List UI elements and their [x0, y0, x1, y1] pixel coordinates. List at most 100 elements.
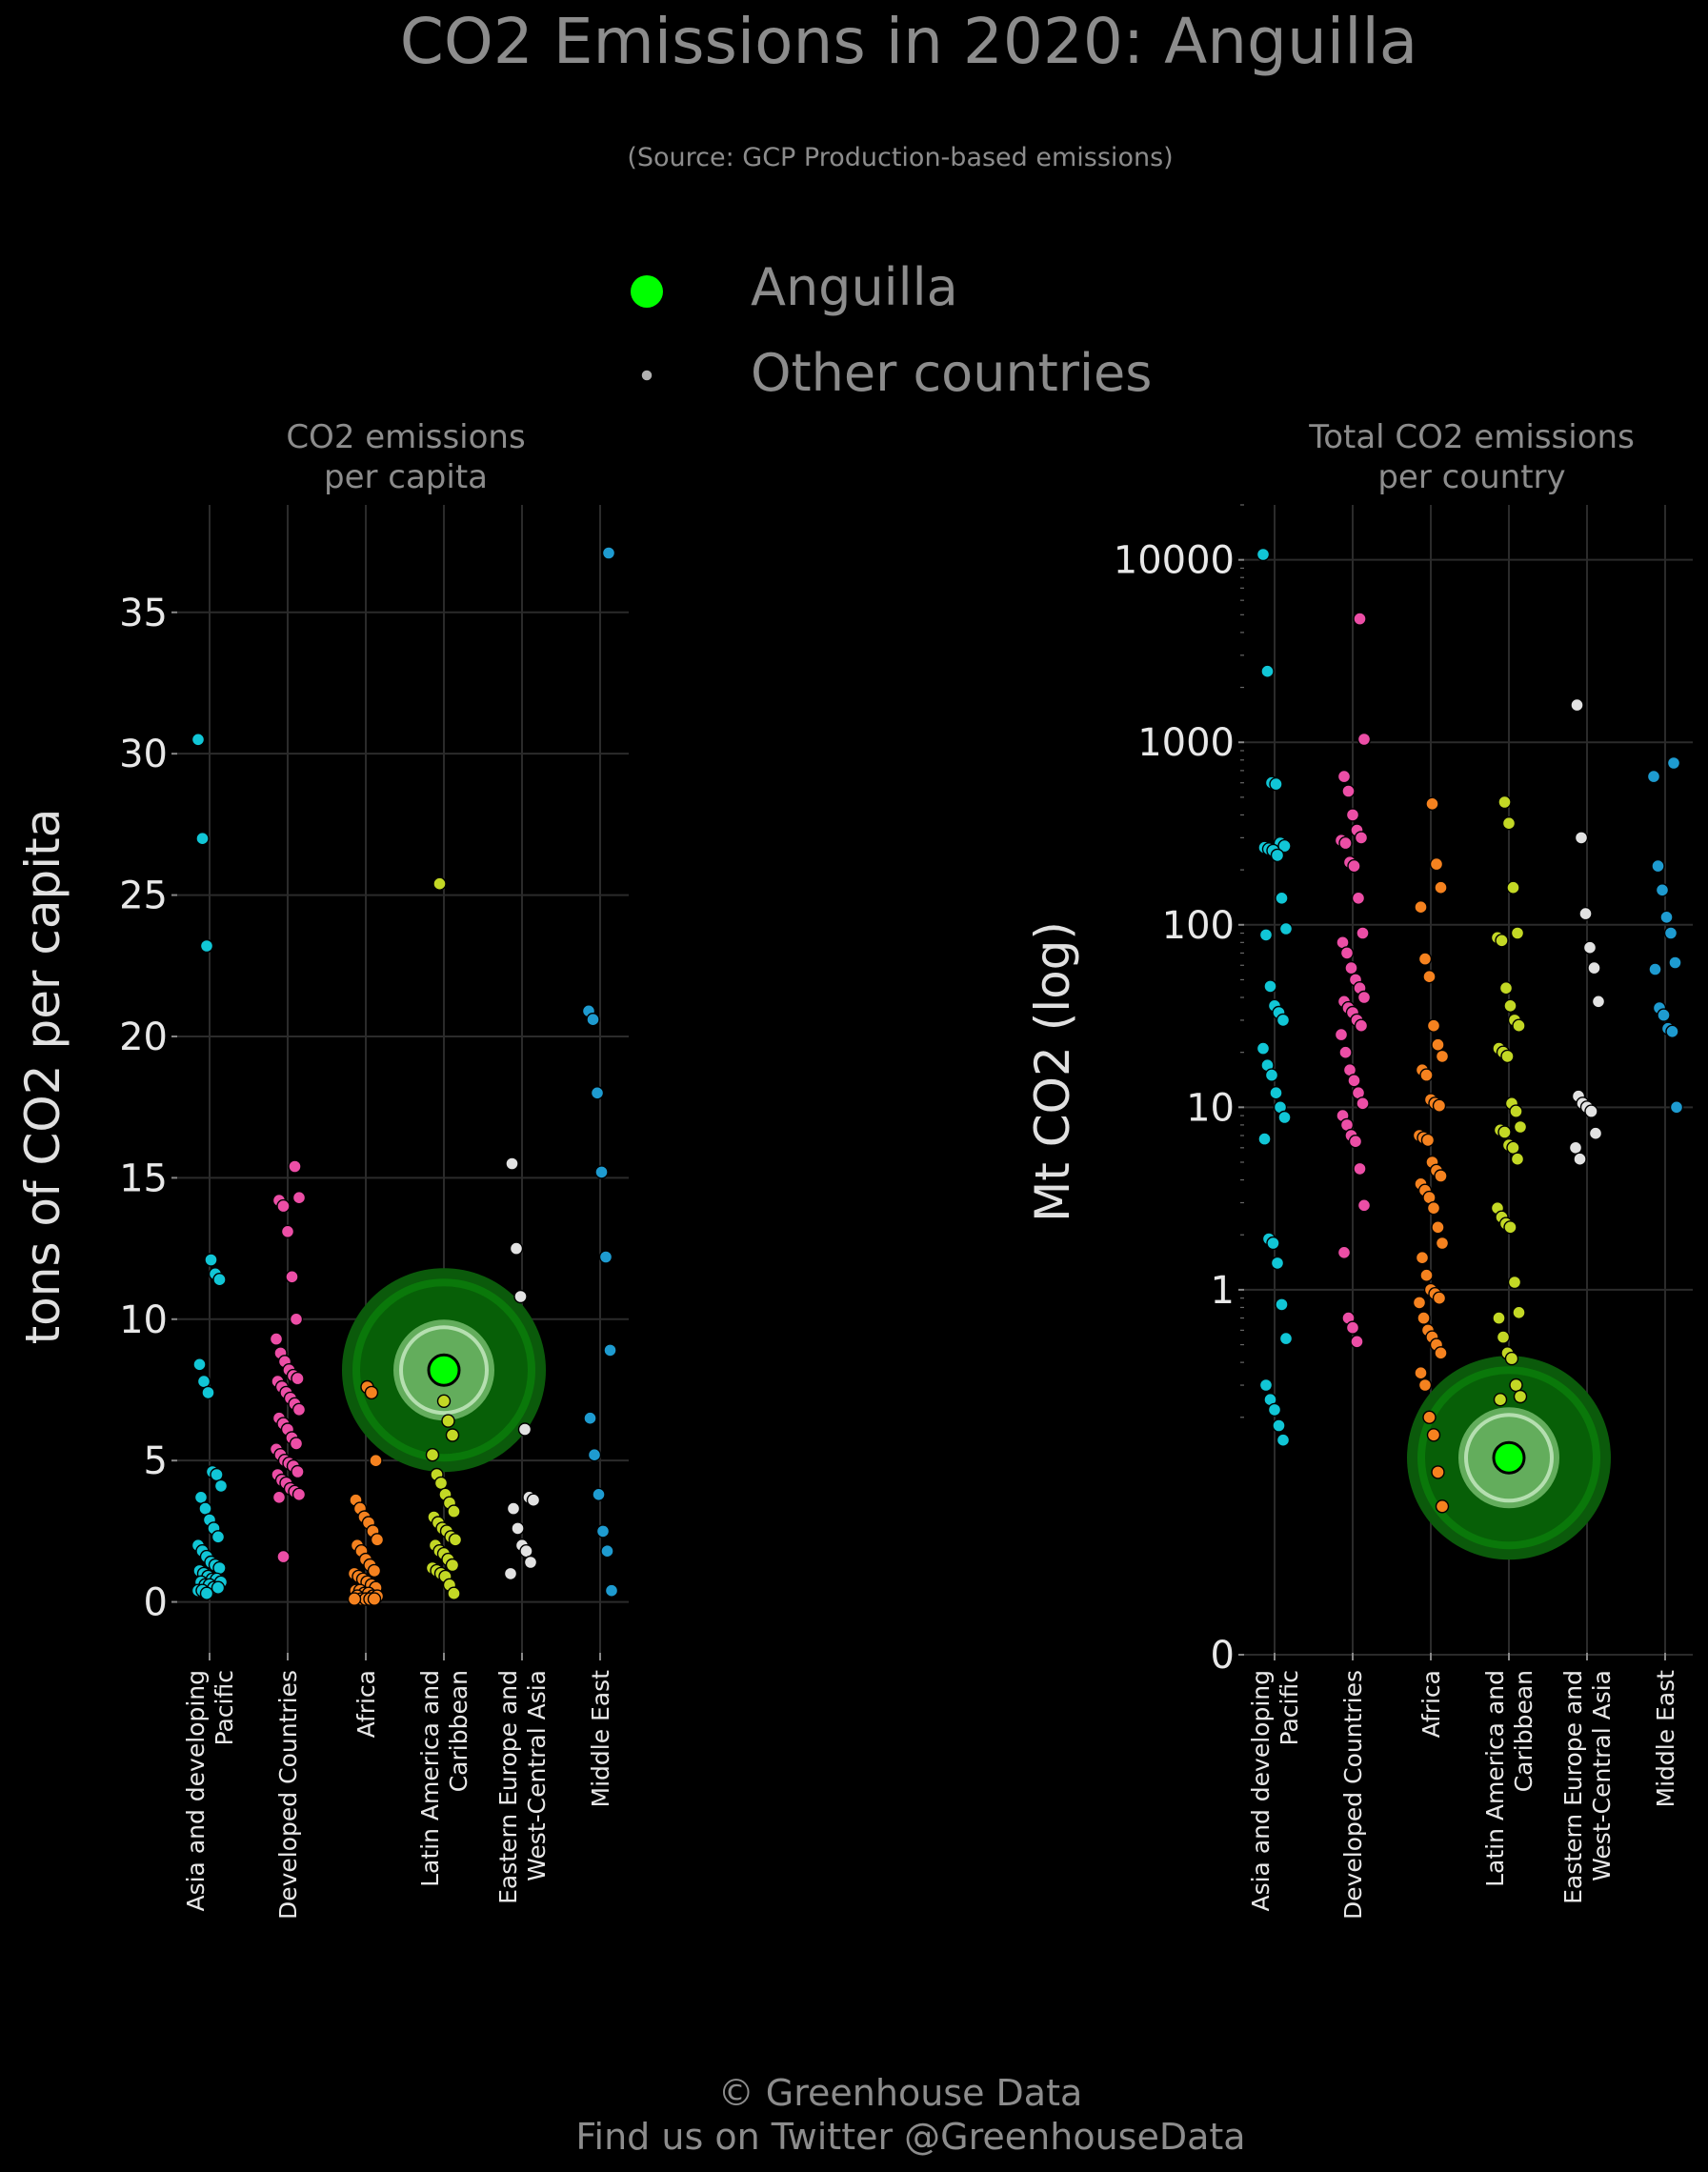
point-africa: [1434, 1346, 1448, 1360]
point-asia-and-developing-pacific: [1256, 1041, 1271, 1056]
point-africa: [1426, 1200, 1441, 1216]
point-eastern-europe-and-west-central-asia: [1591, 995, 1606, 1009]
legend-others-marker: [640, 369, 653, 382]
point-africa: [1422, 969, 1437, 984]
point-developed-countries: [1345, 1320, 1360, 1335]
point-africa: [1417, 1378, 1433, 1393]
point-africa: [1417, 952, 1433, 966]
point-developed-countries: [1356, 926, 1370, 940]
point-middle-east: [1648, 962, 1662, 976]
point-developed-countries: [291, 1487, 307, 1502]
point-asia-and-developing-pacific: [1270, 1256, 1285, 1271]
point-developed-countries: [1338, 835, 1353, 851]
chart-title: CO2 Emissions in 2020: Anguilla: [400, 5, 1418, 78]
point-developed-countries: [1354, 1018, 1369, 1033]
point-asia-and-developing-pacific: [1272, 1418, 1286, 1433]
point-eastern-europe-and-west-central-asia: [1584, 1104, 1598, 1118]
point-middle-east: [590, 1086, 605, 1100]
x-category-label: Caribbean: [445, 1670, 472, 1792]
point-developed-countries: [1351, 891, 1366, 905]
point-asia-and-developing-pacific: [1269, 776, 1283, 792]
point-latin-america-and-caribbean: [1510, 1152, 1525, 1166]
point-developed-countries: [1334, 1027, 1349, 1042]
point-developed-countries: [1347, 858, 1361, 874]
point-latin-america-and-caribbean: [432, 876, 447, 891]
point-asia-and-developing-pacific: [1260, 664, 1275, 678]
point-developed-countries: [1356, 1198, 1372, 1213]
point-latin-america-and-caribbean: [425, 1447, 440, 1462]
point-middle-east: [1646, 769, 1661, 784]
x-category-label: West-Central Asia: [1588, 1670, 1616, 1881]
point-latin-america-and-caribbean: [1503, 998, 1517, 1014]
point-asia-and-developing-pacific: [1276, 1433, 1291, 1447]
point-developed-countries: [1345, 808, 1360, 822]
x-category-label: Pacific: [1276, 1670, 1303, 1745]
point-africa: [369, 1453, 383, 1468]
x-category-label: West-Central Asia: [523, 1670, 551, 1881]
point-asia-and-developing-pacific: [195, 832, 210, 846]
x-category-label: Latin America and: [416, 1670, 444, 1887]
point-asia-and-developing-pacific: [201, 1385, 215, 1400]
point-latin-america-and-caribbean: [1498, 980, 1514, 996]
x-category-label: Middle East: [587, 1670, 614, 1808]
point-developed-countries: [276, 1549, 291, 1564]
point-asia-and-developing-pacific: [199, 1586, 214, 1600]
point-eastern-europe-and-west-central-asia: [1573, 1152, 1587, 1166]
highlight-point-anguilla: [1492, 1440, 1526, 1475]
point-latin-america-and-caribbean: [1512, 1305, 1526, 1320]
point-developed-countries: [280, 1224, 295, 1239]
point-africa: [1412, 1296, 1427, 1310]
point-asia-and-developing-pacific: [1267, 1402, 1282, 1418]
x-category-label: Latin America and: [1481, 1670, 1509, 1887]
point-middle-east: [1663, 926, 1678, 940]
point-middle-east: [1657, 1008, 1671, 1022]
point-developed-countries: [291, 1371, 305, 1386]
point-africa: [1414, 900, 1428, 915]
y-tick-label: 20: [119, 1016, 168, 1059]
y-tick-label: 1000: [1137, 721, 1235, 765]
point-developed-countries: [285, 1270, 299, 1284]
point-eastern-europe-and-west-central-asia: [517, 1422, 532, 1437]
point-africa: [1419, 1068, 1434, 1082]
point-eastern-europe-and-west-central-asia: [1574, 831, 1589, 845]
point-middle-east: [1668, 955, 1682, 970]
point-asia-and-developing-pacific: [1275, 1297, 1289, 1312]
point-asia-and-developing-pacific: [1258, 1378, 1274, 1393]
point-developed-countries: [291, 1402, 307, 1418]
point-asia-and-developing-pacific: [1270, 848, 1285, 863]
y-tick-label: 35: [119, 592, 168, 635]
point-africa: [1431, 1220, 1445, 1235]
point-eastern-europe-and-west-central-asia: [1588, 1126, 1603, 1140]
x-category-label: Eastern Europe and: [1559, 1670, 1587, 1904]
point-latin-america-and-caribbean: [1512, 1018, 1526, 1033]
point-developed-countries: [1356, 990, 1372, 1005]
point-latin-america-and-caribbean: [448, 1533, 463, 1547]
point-asia-and-developing-pacific: [199, 938, 214, 954]
point-developed-countries: [1348, 1134, 1363, 1149]
y-tick-label: 10000: [1114, 539, 1235, 583]
x-category-label: Pacific: [211, 1670, 238, 1745]
legend: Anguilla Other countries: [631, 257, 1152, 403]
footer-twitter: Find us on Twitter @GreenhouseData: [575, 2116, 1245, 2158]
point-asia-and-developing-pacific: [1269, 1085, 1283, 1100]
highlight-point-anguilla: [427, 1353, 461, 1387]
point-latin-america-and-caribbean: [1509, 1378, 1523, 1393]
point-middle-east: [587, 1447, 602, 1462]
point-developed-countries: [288, 1159, 302, 1174]
point-africa: [367, 1592, 382, 1606]
x-category-label: Asia and developing: [1247, 1670, 1275, 1912]
point-africa: [1426, 1018, 1441, 1033]
point-middle-east: [601, 546, 616, 560]
x-category-label: Developed Countries: [274, 1670, 302, 1920]
point-developed-countries: [271, 1490, 287, 1505]
point-developed-countries: [276, 1198, 291, 1214]
point-asia-and-developing-pacific: [1264, 1068, 1279, 1082]
panel-title-line: per capita: [324, 458, 488, 496]
point-asia-and-developing-pacific: [1277, 1110, 1292, 1125]
point-eastern-europe-and-west-central-asia: [519, 1543, 533, 1559]
y-tick-label: 10: [119, 1298, 168, 1342]
footer-copyright: © Greenhouse Data: [718, 2072, 1083, 2114]
point-asia-and-developing-pacific: [1276, 1013, 1291, 1028]
point-asia-and-developing-pacific: [192, 1358, 207, 1372]
y-axis-label: Mt CO2 (log): [1025, 921, 1080, 1222]
